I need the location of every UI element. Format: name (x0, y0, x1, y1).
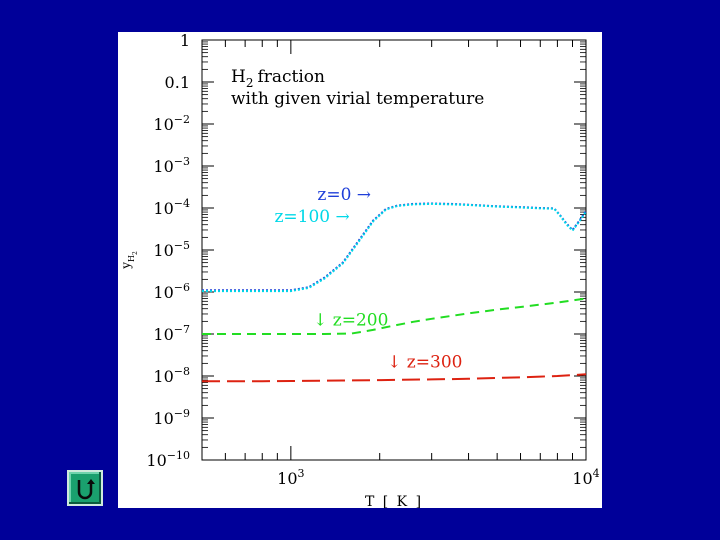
y-tick-label: 1 (180, 32, 190, 50)
chart: 1 0.1 10−2 10−3 10−4 10−5 10−6 10−7 10−8 10−9 10−1… (119, 32, 600, 508)
y-tick-label: 10−9 (153, 407, 190, 428)
x-axis-label: T [ K ] (365, 494, 423, 508)
y-tick-label: 10−6 (153, 281, 190, 302)
y-tick-label: 10−7 (153, 323, 190, 344)
series-label-z-100: z=100 → (274, 207, 349, 227)
series-line-z-0 (202, 202, 587, 292)
u-turn-back-icon (77, 479, 95, 500)
series-label-z-0: z=0 → (317, 185, 371, 205)
series-line-z-100 (202, 202, 587, 293)
chart-title-line-2: with given virial temperature (231, 89, 484, 109)
y-tick-label: 10−10 (146, 449, 190, 470)
y-tick-label: 10−2 (153, 113, 190, 134)
x-tick-label: 103 (277, 467, 304, 488)
series-line-z-300 (202, 373, 587, 383)
series-line-z-200 (202, 297, 587, 335)
y-tick-label: 10−4 (153, 197, 190, 218)
y-tick-label: 10−8 (153, 365, 190, 386)
x-tick-label: 104 (572, 467, 599, 488)
y-tick-label: 10−3 (153, 155, 190, 176)
chart-title-line-1: H2 fraction (231, 67, 325, 90)
y-tick-label: 0.1 (165, 73, 190, 92)
chart-panel: 1 0.1 10−2 10−3 10−4 10−5 10−6 10−7 10−8 10−9 10−1… (118, 32, 602, 508)
y-axis-label: yH2 (119, 251, 139, 270)
series-label-z-300: ↓ z=300 (387, 352, 462, 372)
y-tick-label: 10−5 (153, 239, 190, 260)
series-label-z-200: ↓ z=200 (313, 310, 388, 330)
back-button[interactable] (67, 470, 103, 506)
